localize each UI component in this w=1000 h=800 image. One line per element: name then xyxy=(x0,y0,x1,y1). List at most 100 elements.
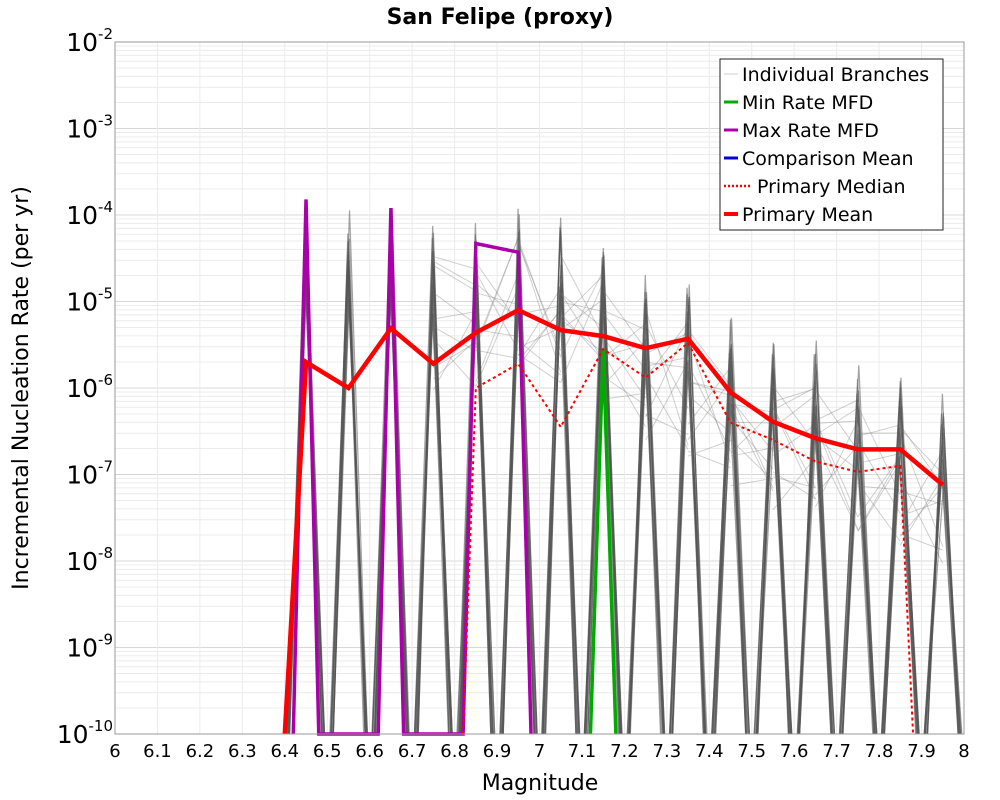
y-axis-label: Incremental Nucleation Rate (per yr) xyxy=(9,186,34,590)
branch-line xyxy=(560,293,604,329)
branch-line xyxy=(857,462,901,532)
branch-line xyxy=(772,424,816,456)
branch-line xyxy=(841,393,877,735)
branch-line xyxy=(645,356,689,367)
branch-line xyxy=(730,447,774,457)
branch-line xyxy=(881,427,920,735)
branch-line xyxy=(730,418,774,470)
chart-title: San Felipe (proxy) xyxy=(387,5,614,30)
branch-line xyxy=(687,337,731,464)
branch-line xyxy=(772,388,816,403)
branch-line xyxy=(687,450,731,469)
branch-line xyxy=(475,273,519,382)
branch-line xyxy=(475,271,519,351)
branch-line xyxy=(560,270,604,356)
branch-line xyxy=(517,353,562,384)
plot-frame xyxy=(114,41,965,735)
branch-line xyxy=(518,327,561,349)
branch-line xyxy=(857,456,901,532)
branch-line xyxy=(433,264,477,292)
legend-label: Max Rate MFD xyxy=(742,120,879,142)
y-tick-label: 10-6 xyxy=(66,371,113,403)
x-tick-label: 7.9 xyxy=(907,741,936,762)
legend-label: Primary Mean xyxy=(742,204,873,226)
x-tick-label: 6.9 xyxy=(483,741,512,762)
branch-line xyxy=(772,476,816,489)
branch-line xyxy=(628,298,666,735)
branch-line xyxy=(433,338,477,387)
x-tick-label: 6.8 xyxy=(440,741,469,762)
branch-line xyxy=(517,310,562,362)
branch-line xyxy=(927,393,959,735)
branch-line xyxy=(560,318,604,354)
branch-line xyxy=(603,392,646,400)
branch-line xyxy=(687,394,731,434)
x-tick-label: 6.7 xyxy=(398,741,427,762)
x-tick-label: 7.5 xyxy=(737,741,766,762)
branch-line xyxy=(815,420,858,424)
branch-line xyxy=(645,323,689,409)
branch-line xyxy=(900,490,943,505)
branch-line xyxy=(687,329,731,386)
branch-line xyxy=(560,301,604,312)
x-tick-label: 7.6 xyxy=(780,741,809,762)
y-tick-label: 10-3 xyxy=(66,112,113,144)
individual-branches xyxy=(286,207,963,735)
y-tick-label: 10-2 xyxy=(66,25,113,57)
y-tick-label: 10-7 xyxy=(66,458,113,490)
branch-line xyxy=(583,257,623,735)
legend-box xyxy=(719,58,944,231)
legend: Individual Branches Min Rate MFD Max Rate … xyxy=(719,58,944,231)
branch-line xyxy=(645,321,689,379)
series-lines xyxy=(282,199,945,736)
legend-label: Primary Median xyxy=(757,176,906,198)
branch-line xyxy=(602,336,647,399)
series-max-rate-mfd xyxy=(291,199,533,736)
y-tick-label: 10-10 xyxy=(57,717,113,749)
x-tick-label: 7.8 xyxy=(865,741,894,762)
branch-line xyxy=(857,424,901,437)
branch-line xyxy=(475,287,519,387)
branch-line xyxy=(687,380,731,441)
branch-line xyxy=(587,305,621,735)
branch-line xyxy=(755,368,792,735)
branch-line xyxy=(687,439,731,457)
x-axis-ticks: 6 6.1 6.2 6.3 6.4 6.5 6.6 6.7 6.8 6.9 7 7.1 7.2 7.3 7.… xyxy=(109,741,969,762)
branch-line xyxy=(433,311,476,320)
branch-line xyxy=(857,455,901,517)
branch-line xyxy=(815,445,859,496)
y-tick-label: 10-9 xyxy=(66,631,113,663)
series-primary-mean xyxy=(282,307,945,735)
y-tick-label: 10-4 xyxy=(66,198,113,230)
branch-line xyxy=(560,275,604,319)
branch-line xyxy=(669,359,707,735)
branch-line xyxy=(730,405,774,492)
branch-line xyxy=(899,476,944,546)
branch-line xyxy=(815,399,859,422)
branch-line xyxy=(730,477,774,487)
branch-line xyxy=(687,381,731,397)
branch-line xyxy=(517,308,562,367)
x-tick-label: 7.4 xyxy=(695,741,724,762)
branch-line xyxy=(433,256,476,270)
branch-line xyxy=(668,324,705,735)
branch-line xyxy=(730,399,774,452)
branch-line xyxy=(815,437,859,471)
branch-line xyxy=(772,457,816,511)
branch-line xyxy=(687,363,731,452)
y-tick-label: 10-5 xyxy=(66,285,113,317)
branch-line xyxy=(433,260,477,286)
branch-line xyxy=(602,352,647,428)
branch-line xyxy=(517,238,562,358)
x-tick-label: 6.2 xyxy=(186,741,215,762)
legend-label: Comparison Mean xyxy=(742,148,914,170)
branch-line xyxy=(730,393,774,489)
x-tick-label: 7.2 xyxy=(610,741,639,762)
branch-line xyxy=(517,241,562,373)
branch-line xyxy=(602,290,647,350)
branch-line xyxy=(475,292,519,306)
branch-line xyxy=(857,452,901,464)
branch-line xyxy=(899,428,944,475)
branch-line xyxy=(899,486,944,537)
x-tick-label: 7 xyxy=(534,741,545,762)
